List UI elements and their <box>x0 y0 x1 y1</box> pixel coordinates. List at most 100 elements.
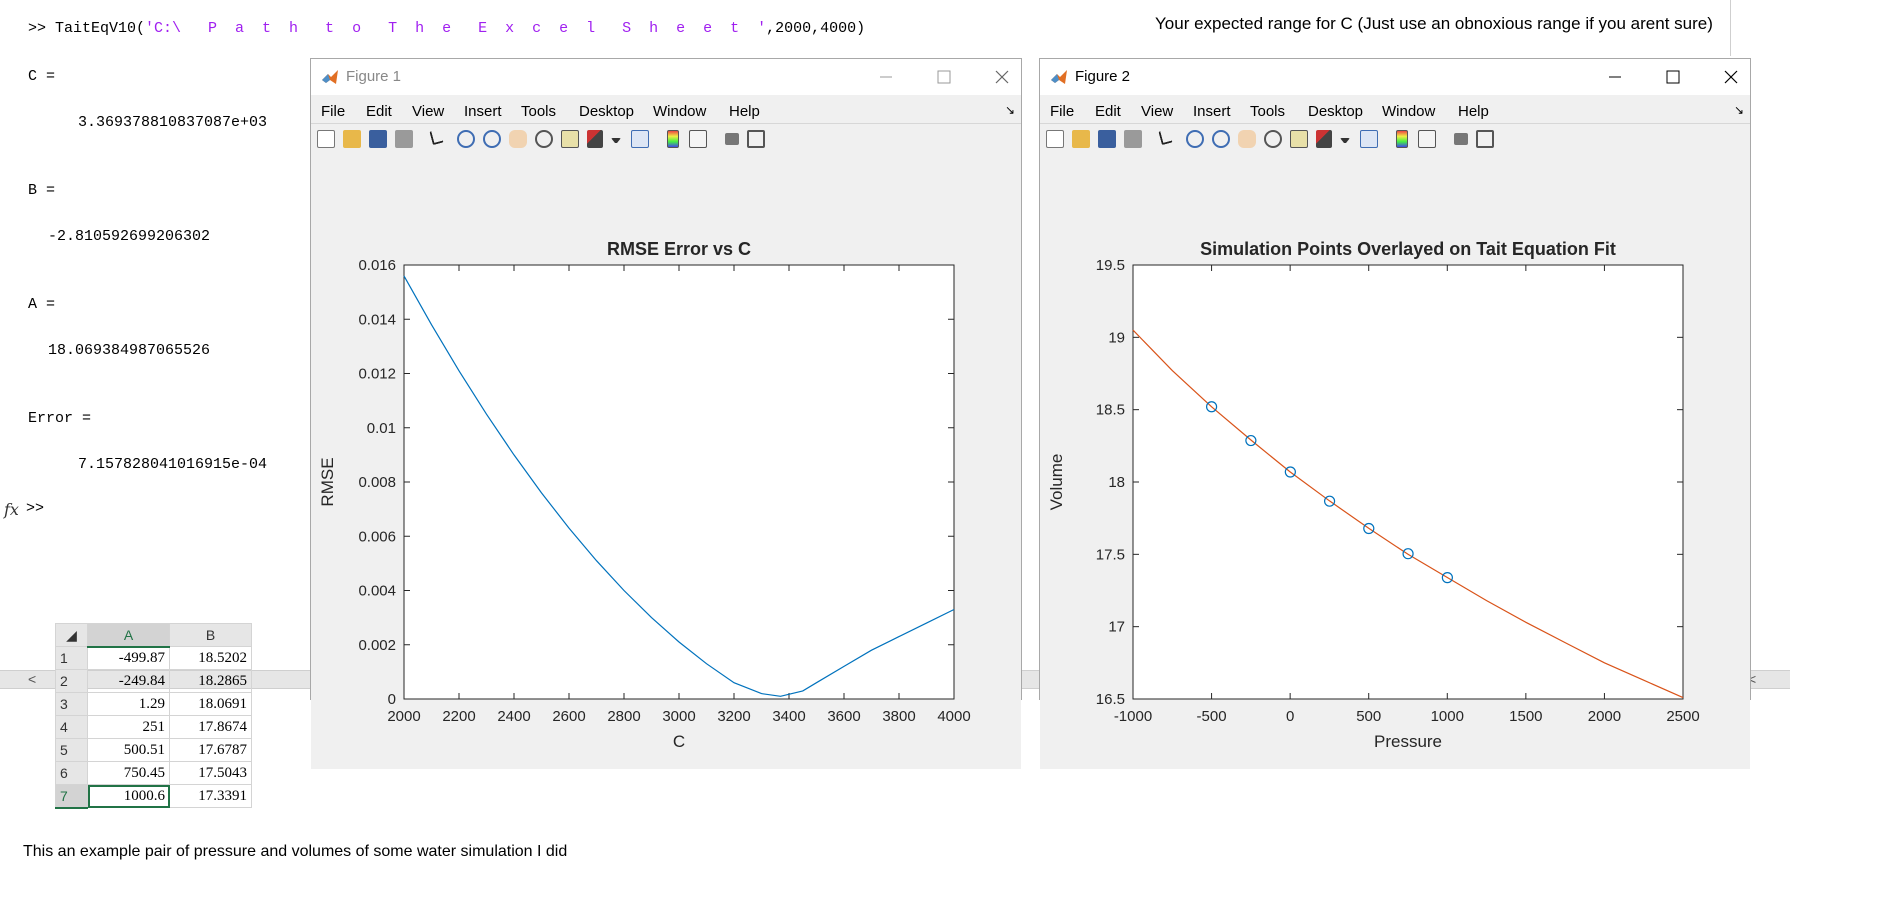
open-file-icon[interactable] <box>343 130 361 148</box>
column-header-b[interactable]: B <box>169 623 252 647</box>
minimize-icon[interactable] <box>871 65 901 89</box>
save-icon[interactable] <box>369 130 387 148</box>
show-plot-tools-icon[interactable] <box>1476 130 1494 148</box>
menu-help[interactable]: Help <box>729 103 760 120</box>
rotate-3d-icon[interactable] <box>1264 130 1282 148</box>
spreadsheet[interactable]: ◢ A B 1 -499.87 18.5202 2 -249.84 18.286… <box>55 623 252 809</box>
new-figure-icon[interactable] <box>317 130 335 148</box>
scroll-right-arrow-icon[interactable]: < <box>1748 671 1757 687</box>
zoom-out-icon[interactable] <box>1212 130 1230 148</box>
brush-icon[interactable] <box>1316 130 1332 148</box>
figure-1-window[interactable]: Figure 1 File Edit View Insert Tools Des… <box>310 58 1022 769</box>
x-tick-label: 3200 <box>717 708 750 725</box>
new-figure-icon[interactable] <box>1046 130 1064 148</box>
x-tick-label: 2800 <box>607 708 640 725</box>
close-icon[interactable] <box>1716 65 1746 89</box>
select-all-corner[interactable]: ◢ <box>55 623 88 647</box>
cell-a[interactable]: -499.87 <box>87 646 170 670</box>
pan-icon[interactable] <box>509 130 527 148</box>
hide-plot-tools-icon[interactable] <box>1454 133 1468 145</box>
dock-arrow-icon[interactable]: ↘ <box>1733 103 1744 117</box>
link-plot-icon[interactable] <box>1360 130 1378 148</box>
x-tick-label: -500 <box>1197 708 1227 725</box>
show-plot-tools-icon[interactable] <box>747 130 765 148</box>
menu-file[interactable]: File <box>1050 103 1075 120</box>
menu-view[interactable]: View <box>412 103 445 120</box>
scroll-left-arrow-icon[interactable]: < <box>28 671 37 687</box>
pointer-icon[interactable] <box>1158 128 1173 146</box>
data-cursor-icon[interactable] <box>1290 130 1308 148</box>
pan-icon[interactable] <box>1238 130 1256 148</box>
zoom-in-icon[interactable] <box>457 130 475 148</box>
figure-title-bar[interactable]: Figure 2 <box>1040 59 1750 95</box>
figure-2-window[interactable]: Figure 2 File Edit View Insert Tools Des… <box>1039 58 1751 769</box>
menu-desktop[interactable]: Desktop <box>1308 103 1364 120</box>
menu-desktop[interactable]: Desktop <box>579 103 635 120</box>
menu-insert[interactable]: Insert <box>464 103 502 120</box>
row-header[interactable]: 4 <box>55 715 88 739</box>
menu-view[interactable]: View <box>1141 103 1174 120</box>
row-header[interactable]: 3 <box>55 692 88 716</box>
colorbar-icon[interactable] <box>667 130 679 148</box>
open-file-icon[interactable] <box>1072 130 1090 148</box>
row-header[interactable]: 7 <box>55 784 88 809</box>
cell-b[interactable]: 18.5202 <box>169 646 252 670</box>
cell-b[interactable]: 17.5043 <box>169 761 252 785</box>
column-header-a[interactable]: A <box>87 623 170 648</box>
cell-b[interactable]: 18.2865 <box>169 669 252 693</box>
row-header[interactable]: 1 <box>55 646 88 670</box>
save-icon[interactable] <box>1098 130 1116 148</box>
menu-insert[interactable]: Insert <box>1193 103 1231 120</box>
menu-help[interactable]: Help <box>1458 103 1489 120</box>
minimize-icon[interactable] <box>1600 65 1630 89</box>
row-header[interactable]: 2 <box>55 669 88 693</box>
legend-icon[interactable] <box>1418 130 1436 148</box>
cell-a[interactable]: 251 <box>87 715 170 739</box>
x-axis-label: C <box>673 732 685 751</box>
fx-icon[interactable]: fx <box>4 500 19 519</box>
cell-a[interactable]: 1.29 <box>87 692 170 716</box>
maximize-icon[interactable] <box>929 65 959 89</box>
table-row: 6 750.45 17.5043 <box>55 761 252 785</box>
rotate-3d-icon[interactable] <box>535 130 553 148</box>
menu-tools[interactable]: Tools <box>1250 103 1286 120</box>
hide-plot-tools-icon[interactable] <box>725 133 739 145</box>
print-icon[interactable] <box>395 130 413 148</box>
menu-file[interactable]: File <box>321 103 346 120</box>
print-icon[interactable] <box>1124 130 1142 148</box>
cell-a[interactable]: 750.45 <box>87 761 170 785</box>
legend-icon[interactable] <box>689 130 707 148</box>
menu-window[interactable]: Window <box>1382 103 1436 120</box>
brush-dropdown-icon[interactable] <box>1340 138 1350 143</box>
figure-title-bar[interactable]: Figure 1 <box>311 59 1021 95</box>
row-header[interactable]: 6 <box>55 761 88 785</box>
cell-b[interactable]: 17.3391 <box>169 784 252 808</box>
row-header[interactable]: 5 <box>55 738 88 762</box>
chart-title: RMSE Error vs C <box>607 239 751 259</box>
cell-a-selected[interactable]: 1000.6 <box>87 784 170 808</box>
brush-dropdown-icon[interactable] <box>611 138 621 143</box>
data-cursor-icon[interactable] <box>561 130 579 148</box>
menu-window[interactable]: Window <box>653 103 707 120</box>
close-icon[interactable] <box>987 65 1017 89</box>
colorbar-icon[interactable] <box>1396 130 1408 148</box>
dock-arrow-icon[interactable]: ↘ <box>1004 103 1015 117</box>
x-tick-label: 2200 <box>442 708 475 725</box>
cell-b[interactable]: 17.8674 <box>169 715 252 739</box>
cell-a[interactable]: 500.51 <box>87 738 170 762</box>
zoom-in-icon[interactable] <box>1186 130 1204 148</box>
zoom-out-icon[interactable] <box>483 130 501 148</box>
pointer-icon[interactable] <box>429 128 444 146</box>
cell-b[interactable]: 17.6787 <box>169 738 252 762</box>
menu-tools[interactable]: Tools <box>521 103 557 120</box>
command-prompt[interactable]: >> <box>26 500 45 517</box>
link-plot-icon[interactable] <box>631 130 649 148</box>
cell-a[interactable]: -249.84 <box>87 669 170 693</box>
menu-edit[interactable]: Edit <box>1095 103 1121 120</box>
maximize-icon[interactable] <box>1658 65 1688 89</box>
figure-title: Figure 2 <box>1075 68 1131 85</box>
cell-b[interactable]: 18.0691 <box>169 692 252 716</box>
menu-edit[interactable]: Edit <box>366 103 392 120</box>
output-a-name: A = <box>28 296 56 313</box>
brush-icon[interactable] <box>587 130 603 148</box>
